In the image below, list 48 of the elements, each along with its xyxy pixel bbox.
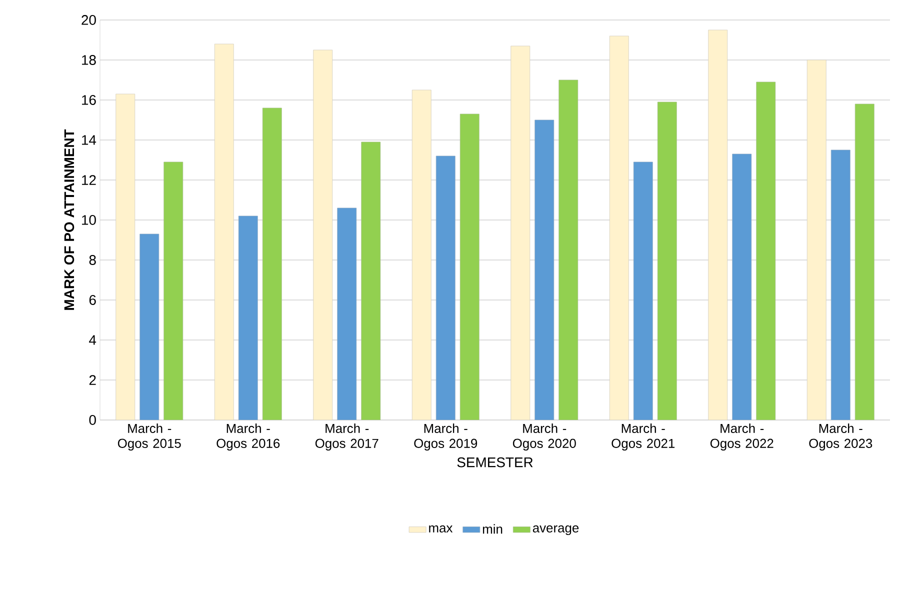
legend-label: min [482,524,502,534]
y-tick-label: 8 [89,255,96,265]
bar [830,150,850,420]
bar [412,90,432,420]
x-tick-label: March - Ogos 2021 [612,424,675,451]
bar [262,108,282,420]
bar [510,46,530,420]
y-axis-title: MARK OF PO ATTAINMENT [64,129,74,310]
y-tick-label: 0 [89,415,96,425]
y-tick-label: 12 [82,175,96,185]
x-tick-label: March - Ogos 2023 [809,424,872,451]
bar [140,234,160,420]
bar [806,60,826,420]
bar [164,162,184,420]
y-tick-label: 16 [82,95,96,105]
x-tick-label: March - Ogos 2017 [315,424,378,451]
y-tick-label: 18 [82,55,96,65]
legend-label: average [532,525,579,536]
bar [558,80,578,420]
bar [361,142,381,420]
y-tick-label: 20 [82,15,96,25]
bar [337,208,357,420]
bar [609,36,629,420]
y-tick-label: 4 [89,335,96,345]
bar [732,154,752,420]
bar [534,120,554,420]
x-tick-label: March - Ogos 2016 [216,424,280,451]
bar [436,156,456,420]
bar [708,30,728,420]
bar [854,104,874,420]
y-tick-label: 10 [82,215,96,225]
bar [633,162,653,420]
bar [313,50,333,420]
y-tick-label: 2 [89,375,96,385]
bar [116,94,136,420]
x-tick-label: March - Ogos 2015 [118,424,181,451]
x-axis-title: SEMESTER [457,457,533,468]
y-tick-label: 6 [89,295,96,305]
bar [214,44,234,420]
x-tick-label: March - Ogos 2022 [710,424,774,451]
y-tick-label: 14 [82,135,96,145]
legend-label: max [429,525,453,532]
x-tick-label: March - Ogos 2020 [512,424,576,451]
bar [460,114,480,420]
bar [657,102,677,420]
bar [756,82,776,420]
bar [238,216,258,420]
x-tick-label: March - Ogos 2019 [414,424,478,451]
